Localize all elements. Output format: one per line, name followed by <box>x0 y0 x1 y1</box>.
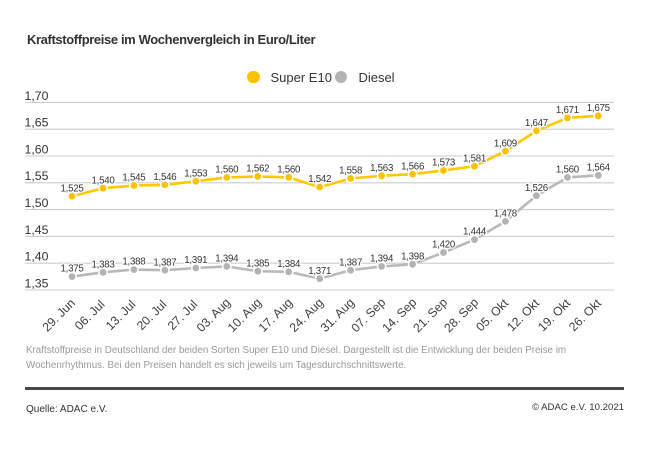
svg-text:05. Okt: 05. Okt <box>473 296 511 334</box>
svg-text:29. Jun: 29. Jun <box>40 296 79 335</box>
svg-text:19. Okt: 19. Okt <box>535 296 573 334</box>
svg-text:1,385: 1,385 <box>246 258 269 269</box>
svg-text:1,675: 1,675 <box>587 103 610 114</box>
svg-text:1,671: 1,671 <box>556 105 579 116</box>
svg-text:06. Jul: 06. Jul <box>72 297 108 333</box>
svg-text:1,566: 1,566 <box>401 161 424 172</box>
svg-text:1,387: 1,387 <box>153 257 176 268</box>
svg-text:1,70: 1,70 <box>25 89 49 103</box>
svg-text:1,420: 1,420 <box>432 240 456 251</box>
svg-text:1,558: 1,558 <box>339 166 362 177</box>
svg-text:1,545: 1,545 <box>122 173 145 184</box>
svg-text:1,542: 1,542 <box>308 174 331 185</box>
svg-text:1,581: 1,581 <box>463 153 486 164</box>
svg-text:1,444: 1,444 <box>463 227 487 238</box>
svg-text:1,553: 1,553 <box>184 168 207 179</box>
svg-text:1,384: 1,384 <box>277 259 301 270</box>
svg-text:1,394: 1,394 <box>370 254 394 265</box>
svg-text:1,60: 1,60 <box>25 142 49 156</box>
svg-text:1,45: 1,45 <box>25 223 49 237</box>
svg-text:26. Okt: 26. Okt <box>566 296 604 334</box>
svg-text:1,562: 1,562 <box>246 164 269 175</box>
svg-text:20. Jul: 20. Jul <box>134 297 170 333</box>
svg-text:1,40: 1,40 <box>25 250 49 264</box>
svg-text:1,573: 1,573 <box>432 158 455 169</box>
svg-text:1,371: 1,371 <box>308 266 331 277</box>
svg-text:1,525: 1,525 <box>61 183 84 194</box>
svg-text:1,478: 1,478 <box>494 209 517 220</box>
svg-text:1,50: 1,50 <box>25 196 49 210</box>
svg-text:1,394: 1,394 <box>215 254 239 265</box>
svg-text:1,65: 1,65 <box>25 116 49 130</box>
svg-text:1,546: 1,546 <box>153 172 176 183</box>
svg-text:1,526: 1,526 <box>525 183 548 194</box>
svg-text:1,560: 1,560 <box>215 165 239 176</box>
svg-text:1,398: 1,398 <box>401 251 424 262</box>
svg-text:1,647: 1,647 <box>525 118 548 129</box>
svg-text:1,391: 1,391 <box>184 255 207 266</box>
svg-text:27. Jul: 27. Jul <box>165 297 201 333</box>
svg-text:1,560: 1,560 <box>277 165 301 176</box>
svg-text:1,387: 1,387 <box>339 257 362 268</box>
svg-text:1,563: 1,563 <box>370 163 393 174</box>
svg-text:1,55: 1,55 <box>25 169 49 183</box>
svg-text:13. Jul: 13. Jul <box>103 297 139 333</box>
svg-text:1,388: 1,388 <box>122 257 145 268</box>
svg-text:28. Sep: 28. Sep <box>441 295 481 335</box>
svg-text:1,540: 1,540 <box>92 175 116 186</box>
svg-text:1,560: 1,560 <box>556 165 580 176</box>
svg-text:1,35: 1,35 <box>25 276 49 290</box>
svg-text:1,609: 1,609 <box>494 138 517 149</box>
svg-text:12. Okt: 12. Okt <box>504 296 542 334</box>
svg-text:1,375: 1,375 <box>61 264 84 275</box>
svg-text:1,383: 1,383 <box>92 259 115 270</box>
svg-text:1,564: 1,564 <box>587 162 611 173</box>
